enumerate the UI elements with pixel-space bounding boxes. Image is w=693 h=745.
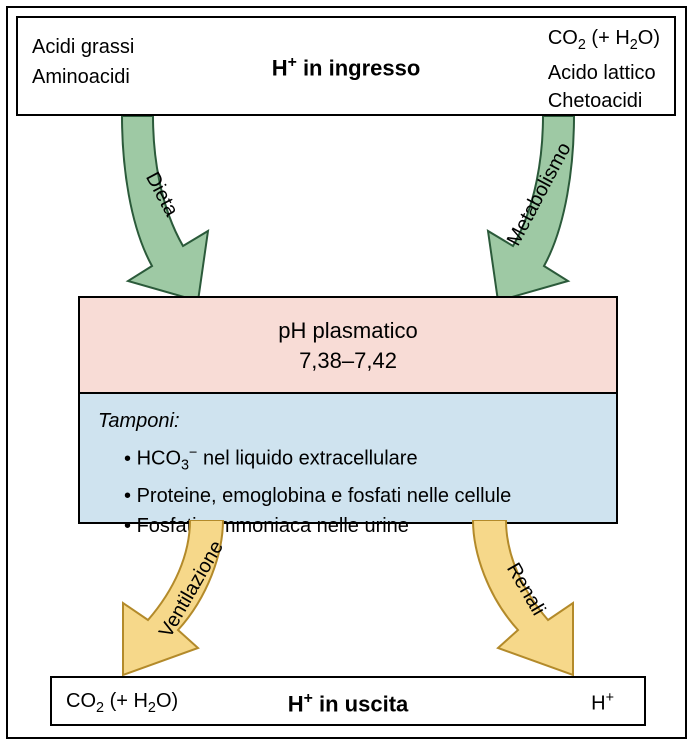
ph-title: pH plasmatico xyxy=(80,316,616,346)
box-h-output: CO2 (+ H2O) H+ in uscita H+ xyxy=(50,676,646,726)
buffer-proteins: Proteine, emoglobina e fosfati nelle cel… xyxy=(124,481,598,511)
bot-center-title: H+ in uscita xyxy=(52,690,644,717)
buffers-header: Tamponi: xyxy=(98,406,598,436)
label-metabolismo: Metabolismo xyxy=(503,139,577,250)
box-ph-buffers: pH plasmatico 7,38–7,42 Tamponi: HCO3− n… xyxy=(78,296,618,524)
bot-right: H+ xyxy=(591,690,614,716)
top-right-items: CO2 (+ H2O) Acido lattico Chetoacidi xyxy=(548,24,660,115)
ph-range: 7,38–7,42 xyxy=(80,346,616,376)
buffers-list: HCO3− nel liquido extracellulare Protein… xyxy=(124,438,598,541)
label-renali: Renali xyxy=(501,559,549,620)
arrow-ventilazione xyxy=(68,520,268,685)
item-co2: CO2 (+ H2O) xyxy=(548,24,660,59)
buffer-hco3: HCO3− nel liquido extracellulare xyxy=(124,438,598,481)
item-keto: Chetoacidi xyxy=(548,87,660,115)
label-ventilazione: Ventilazione xyxy=(155,537,229,642)
box-h-input: Acidi grassi Aminoacidi H+ in ingresso C… xyxy=(16,16,676,116)
outer-frame: Acidi grassi Aminoacidi H+ in ingresso C… xyxy=(6,6,687,739)
ph-panel: pH plasmatico 7,38–7,42 xyxy=(80,298,616,394)
buffers-panel: Tamponi: HCO3− nel liquido extracellular… xyxy=(80,394,616,522)
item-lactic: Acido lattico xyxy=(548,59,660,87)
label-dieta: Dieta xyxy=(140,168,182,220)
buffer-phosphates: Fosfati, ammoniaca nelle urine xyxy=(124,511,598,541)
